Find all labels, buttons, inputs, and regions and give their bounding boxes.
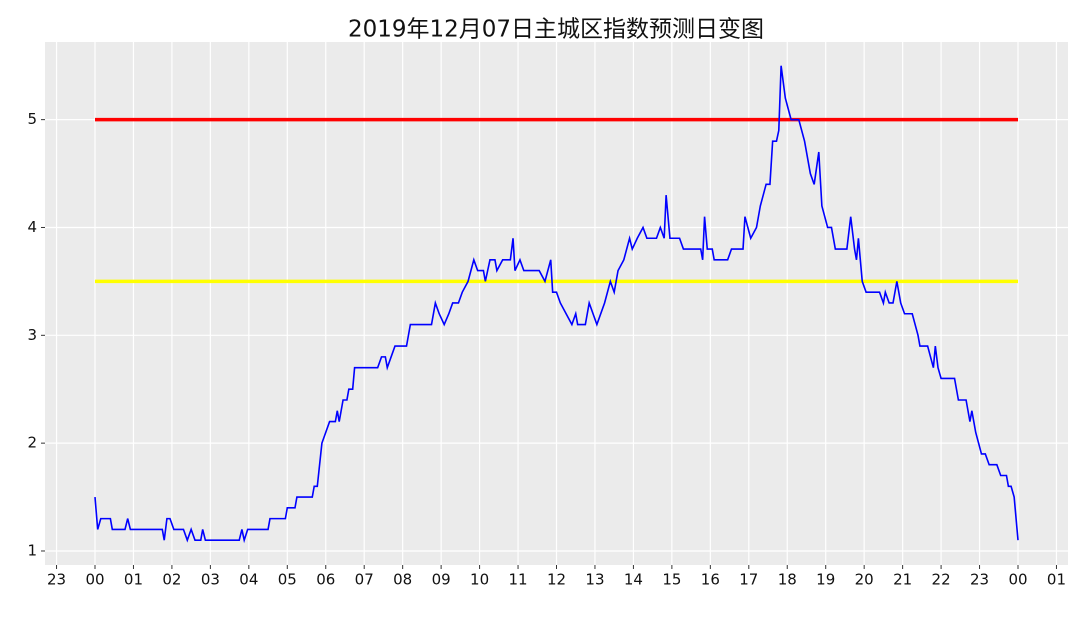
chart-title: 2019年12月07日主城区指数预测日变图 — [348, 17, 764, 43]
x-tick-label: 22 — [932, 571, 951, 589]
x-tick-label: 06 — [316, 571, 335, 589]
x-tick-label: 00 — [85, 571, 104, 589]
x-tick-label: 11 — [508, 571, 527, 589]
x-tick-label: 19 — [816, 571, 835, 589]
x-tick-label: 10 — [470, 571, 489, 589]
x-tick-label: 09 — [432, 571, 451, 589]
x-tick-label: 04 — [239, 571, 258, 589]
data-line — [94, 65, 1019, 544]
y-tick-label: 3 — [27, 326, 37, 344]
x-tick-label: 07 — [355, 571, 374, 589]
y-tick-label: 5 — [27, 110, 37, 128]
x-tick-label: 21 — [893, 571, 912, 589]
x-tick-label: 05 — [278, 571, 297, 589]
x-tick-label: 15 — [662, 571, 681, 589]
y-tick-label: 4 — [27, 218, 37, 236]
x-tick-label: 14 — [624, 571, 643, 589]
x-tick-label: 23 — [47, 571, 66, 589]
x-tick-label: 20 — [855, 571, 874, 589]
x-tick-label: 17 — [739, 571, 758, 589]
y-tick-label: 2 — [27, 434, 37, 452]
x-tick-label: 01 — [124, 571, 143, 589]
x-tick-label: 08 — [393, 571, 412, 589]
x-tick-label: 12 — [547, 571, 566, 589]
x-tick-label: 03 — [201, 571, 220, 589]
y-tick-label: 1 — [27, 541, 37, 559]
x-tick-label: 00 — [1008, 571, 1027, 589]
x-tick-label: 16 — [701, 571, 720, 589]
x-tick-label: 01 — [1047, 571, 1066, 589]
x-tick-label: 18 — [778, 571, 797, 589]
x-tick-label: 23 — [970, 571, 989, 589]
x-tick-label: 02 — [162, 571, 181, 589]
x-tick-label: 13 — [585, 571, 604, 589]
